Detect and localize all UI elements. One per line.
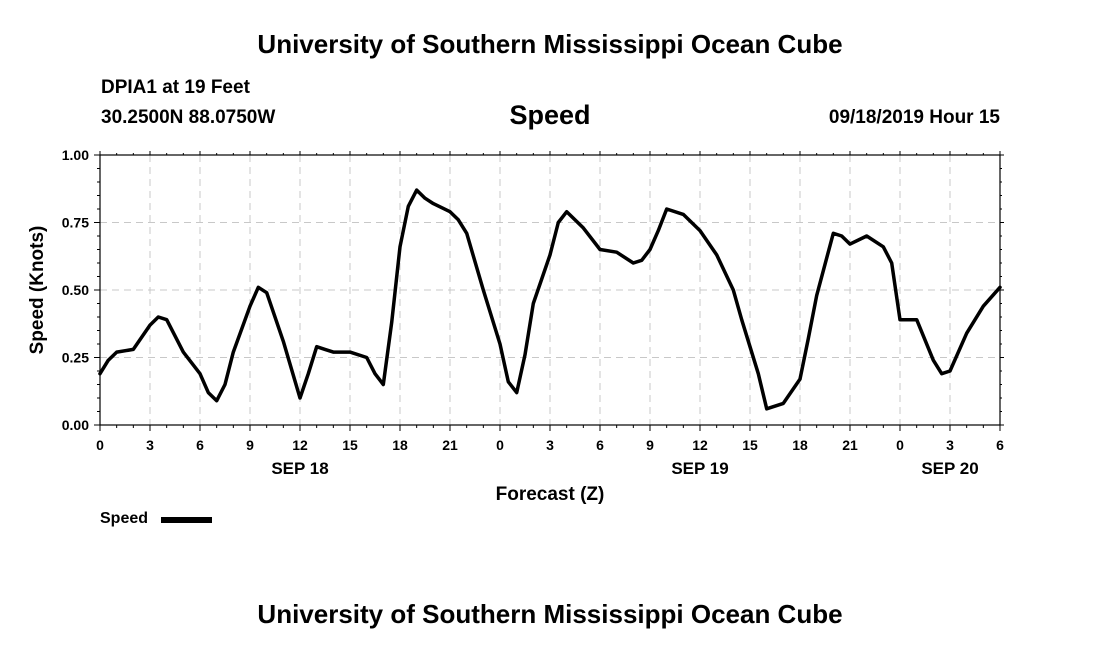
x-tick-label: 0 — [496, 437, 504, 453]
x-tick-label: 21 — [842, 437, 858, 453]
x-tick-label: 0 — [96, 437, 104, 453]
x-tick-label: 18 — [392, 437, 408, 453]
axis-layer — [94, 151, 1004, 431]
forecast-datetime: 09/18/2019 Hour 15 — [828, 107, 1000, 128]
y-tick-label: 1.00 — [62, 147, 89, 163]
y-tick-label: 0.75 — [62, 215, 89, 231]
chart-main-title: University of Southern Mississippi Ocean… — [257, 29, 843, 59]
date-label: SEP 19 — [671, 459, 728, 478]
x-tick-label: 3 — [146, 437, 154, 453]
y-tick-label: 0.50 — [62, 282, 89, 298]
y-tick-label: 0.25 — [62, 350, 89, 366]
x-tick-label: 6 — [996, 437, 1004, 453]
plot-frame — [99, 154, 1001, 426]
y-tick-label: 0.00 — [62, 417, 89, 433]
legend-label: Speed — [100, 510, 149, 527]
x-tick-label: 12 — [292, 437, 308, 453]
x-tick-label: 18 — [792, 437, 808, 453]
x-tick-label: 15 — [342, 437, 358, 453]
x-tick-label: 21 — [442, 437, 458, 453]
footer-title: University of Southern Mississippi Ocean… — [257, 599, 843, 629]
x-tick-label: 9 — [246, 437, 254, 453]
date-label: SEP 18 — [271, 459, 328, 478]
series-layer — [98, 188, 1002, 411]
x-tick-label: 3 — [946, 437, 954, 453]
y-axis-label: Speed (Knots) — [27, 226, 48, 355]
x-tick-label: 3 — [546, 437, 554, 453]
x-tick-label: 0 — [896, 437, 904, 453]
date-label: SEP 20 — [921, 459, 978, 478]
x-tick-label: 9 — [646, 437, 654, 453]
x-tick-label: 6 — [596, 437, 604, 453]
x-axis-label: Forecast (Z) — [496, 484, 605, 505]
x-tick-label: 15 — [742, 437, 758, 453]
variable-title: Speed — [509, 100, 591, 130]
x-tick-label: 12 — [692, 437, 708, 453]
speed-series-line — [98, 188, 1002, 411]
x-tick-label: 6 — [196, 437, 204, 453]
legend-line-swatch — [161, 517, 212, 523]
grid-layer — [100, 155, 1000, 425]
label-layer: 0 3 6 9 12 15 18 21 0 3 6 9 12 15 18 21 0 3 6 0.00 0.25 0.50 0… — [27, 147, 1004, 505]
station-label: DPIA1 at 19 Feet — [101, 77, 250, 98]
coordinates-label: 30.2500N 88.0750W — [101, 107, 276, 128]
